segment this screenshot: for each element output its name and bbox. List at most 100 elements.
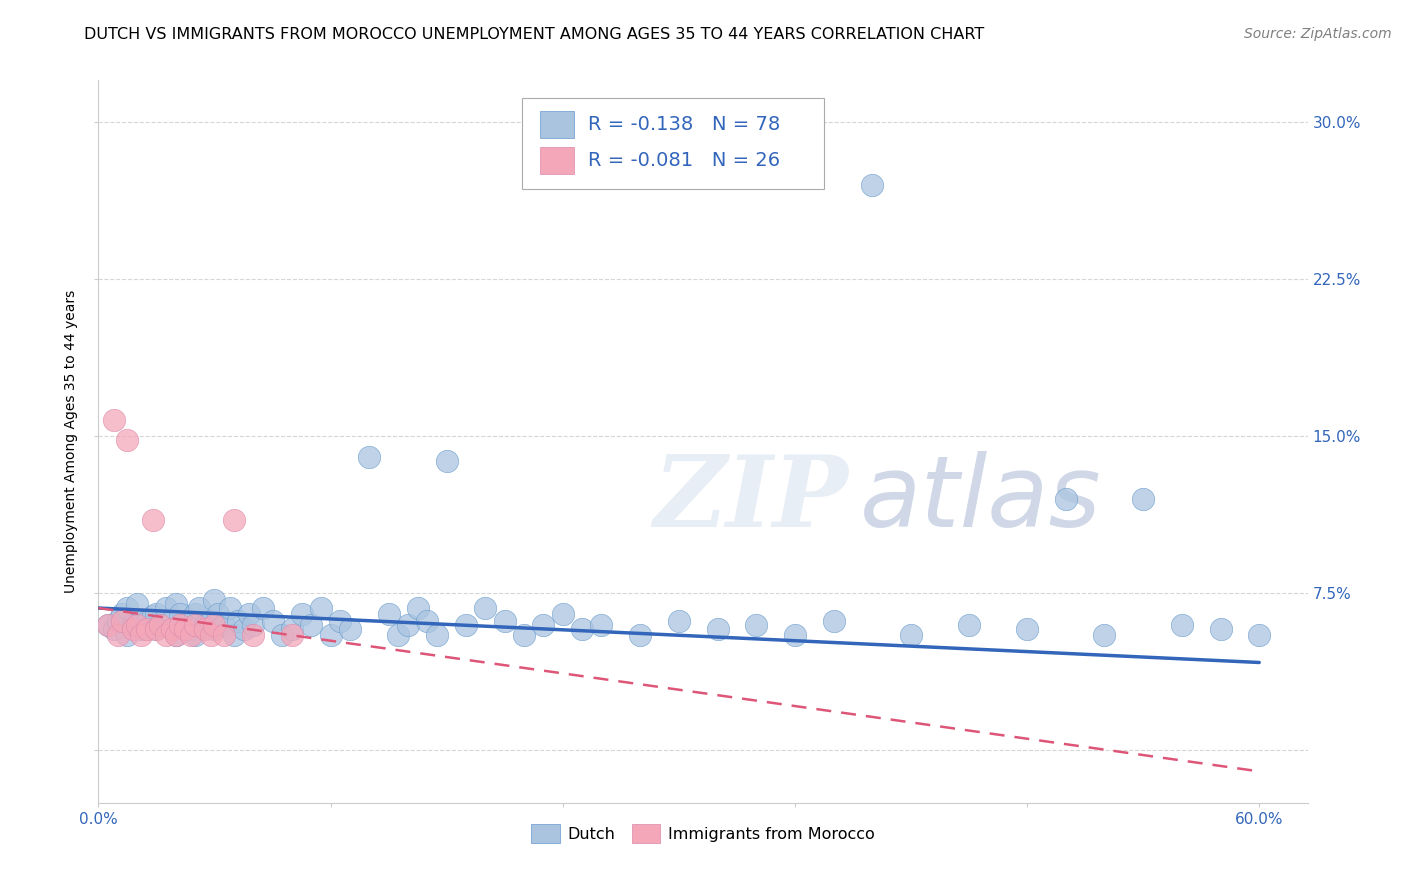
Point bbox=[142, 609, 165, 624]
Point bbox=[242, 628, 264, 642]
Point bbox=[111, 607, 134, 622]
Point bbox=[122, 622, 145, 636]
FancyBboxPatch shape bbox=[522, 98, 824, 189]
Point bbox=[97, 617, 120, 632]
Point bbox=[377, 607, 399, 622]
Point bbox=[900, 628, 922, 642]
Point bbox=[107, 628, 129, 642]
Point bbox=[184, 617, 207, 632]
Point bbox=[1054, 492, 1077, 507]
Point bbox=[117, 601, 139, 615]
Point bbox=[204, 592, 226, 607]
Point bbox=[436, 454, 458, 468]
Point bbox=[290, 607, 312, 622]
Text: R = -0.138   N = 78: R = -0.138 N = 78 bbox=[588, 115, 780, 134]
Point bbox=[299, 617, 322, 632]
Point bbox=[1209, 622, 1232, 636]
Point bbox=[145, 622, 167, 636]
Text: R = -0.081   N = 26: R = -0.081 N = 26 bbox=[588, 151, 780, 170]
Point bbox=[219, 601, 242, 615]
Point bbox=[387, 628, 409, 642]
Point bbox=[454, 617, 477, 632]
Text: Source: ZipAtlas.com: Source: ZipAtlas.com bbox=[1244, 27, 1392, 41]
Point bbox=[494, 614, 516, 628]
Point bbox=[309, 601, 332, 615]
Point bbox=[165, 628, 187, 642]
Point bbox=[160, 614, 183, 628]
Point bbox=[628, 628, 651, 642]
Point bbox=[339, 622, 361, 636]
Point bbox=[207, 607, 229, 622]
Point bbox=[169, 607, 191, 622]
Point bbox=[188, 601, 211, 615]
Point bbox=[513, 628, 536, 642]
Point bbox=[281, 628, 304, 642]
Text: ZIP: ZIP bbox=[654, 451, 848, 548]
Point bbox=[281, 622, 304, 636]
Point bbox=[145, 607, 167, 622]
Point bbox=[184, 628, 207, 642]
FancyBboxPatch shape bbox=[540, 147, 574, 174]
Point bbox=[103, 412, 125, 426]
Point bbox=[135, 614, 157, 628]
Point bbox=[111, 614, 134, 628]
Point bbox=[194, 622, 217, 636]
Point bbox=[783, 628, 806, 642]
Point bbox=[155, 601, 177, 615]
Point bbox=[174, 617, 197, 632]
Point bbox=[129, 628, 152, 642]
Point bbox=[200, 628, 222, 642]
Point bbox=[165, 597, 187, 611]
Point bbox=[212, 628, 235, 642]
FancyBboxPatch shape bbox=[540, 111, 574, 138]
Point bbox=[169, 617, 191, 632]
Text: atlas: atlas bbox=[860, 450, 1102, 548]
Point bbox=[127, 617, 149, 632]
Point bbox=[204, 622, 226, 636]
Point bbox=[155, 628, 177, 642]
Point bbox=[319, 628, 342, 642]
Point bbox=[174, 622, 197, 636]
Point bbox=[135, 622, 157, 636]
Point bbox=[1132, 492, 1154, 507]
Legend: Dutch, Immigrants from Morocco: Dutch, Immigrants from Morocco bbox=[524, 818, 882, 849]
Point bbox=[1249, 628, 1271, 642]
Point bbox=[1171, 617, 1194, 632]
Point bbox=[200, 614, 222, 628]
Point bbox=[329, 614, 352, 628]
Point bbox=[117, 628, 139, 642]
Point bbox=[127, 597, 149, 611]
Point bbox=[232, 622, 254, 636]
Point bbox=[406, 601, 429, 615]
Point bbox=[571, 622, 593, 636]
Point bbox=[474, 601, 496, 615]
Point bbox=[222, 628, 245, 642]
Point bbox=[226, 614, 249, 628]
Point bbox=[180, 622, 202, 636]
Point bbox=[129, 622, 152, 636]
Point bbox=[107, 614, 129, 628]
Point bbox=[145, 622, 167, 636]
Point bbox=[142, 513, 165, 527]
Point bbox=[706, 622, 728, 636]
Point bbox=[103, 622, 125, 636]
Point bbox=[149, 617, 172, 632]
Point bbox=[194, 617, 217, 632]
Point bbox=[117, 434, 139, 448]
Point bbox=[252, 601, 274, 615]
Point bbox=[242, 617, 264, 632]
Text: DUTCH VS IMMIGRANTS FROM MOROCCO UNEMPLOYMENT AMONG AGES 35 TO 44 YEARS CORRELAT: DUTCH VS IMMIGRANTS FROM MOROCCO UNEMPLO… bbox=[84, 27, 984, 42]
Point bbox=[165, 628, 187, 642]
Point bbox=[204, 617, 226, 632]
Y-axis label: Unemployment Among Ages 35 to 44 years: Unemployment Among Ages 35 to 44 years bbox=[65, 290, 79, 593]
Point bbox=[416, 614, 439, 628]
Point bbox=[222, 513, 245, 527]
Point bbox=[668, 614, 690, 628]
Point bbox=[745, 617, 768, 632]
Point bbox=[1015, 622, 1038, 636]
Point bbox=[97, 617, 120, 632]
Point bbox=[359, 450, 381, 465]
Point bbox=[180, 628, 202, 642]
Point bbox=[122, 617, 145, 632]
Point bbox=[238, 607, 260, 622]
